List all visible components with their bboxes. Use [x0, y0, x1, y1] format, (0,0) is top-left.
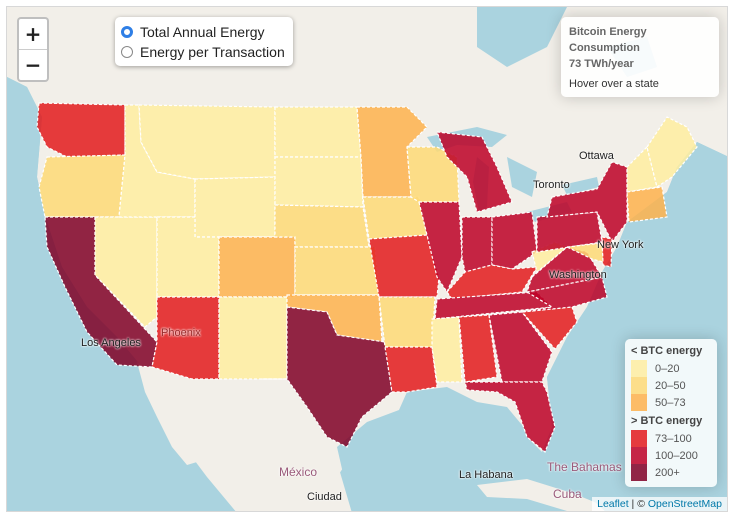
zoom-out-button[interactable]: − — [24, 53, 42, 77]
map-tiles — [7, 7, 727, 511]
attribution: Leaflet | © OpenStreetMap — [592, 497, 727, 511]
place-label-mexico: México — [279, 465, 318, 479]
legend-label: 100–200 — [655, 449, 698, 462]
place-label-washington: Washington — [549, 269, 607, 281]
mode-option-per-transaction[interactable]: Energy per Transaction — [121, 42, 285, 62]
info-panel: Bitcoin Energy Consumption 73 TWh/year H… — [561, 17, 719, 97]
place-label-cuba: Cuba — [553, 487, 582, 501]
legend-label: 20–50 — [655, 379, 686, 392]
radio-selected-icon[interactable] — [121, 26, 133, 38]
place-label-ciudad: Ciudad — [307, 491, 342, 503]
zoom-control: + − — [17, 17, 49, 82]
legend-swatch — [631, 394, 647, 411]
place-label-ottawa: Ottawa — [579, 150, 614, 162]
legend-swatch — [631, 360, 647, 377]
attribution-separator: | © — [628, 498, 648, 510]
place-label-new-york: New York — [597, 239, 644, 251]
legend-label: 73–100 — [655, 432, 692, 445]
legend-swatch — [631, 447, 647, 464]
zoom-in-button[interactable]: + — [19, 19, 47, 50]
legend-swatch — [631, 377, 647, 394]
place-label-phoenix: Phoenix — [161, 327, 201, 339]
legend: < BTC energy 0–20 20–50 50–73 > BTC ener… — [625, 339, 717, 487]
map-view[interactable]: Ottawa Toronto New York Washington Phoen… — [6, 6, 728, 512]
legend-label: 0–20 — [655, 362, 680, 375]
info-value: 73 TWh/year — [569, 58, 634, 70]
info-hint: Hover over a state — [569, 78, 659, 90]
legend-row: 0–20 — [631, 360, 711, 377]
place-label-toronto: Toronto — [533, 179, 570, 191]
place-label-los-angeles: Los Angeles — [81, 337, 141, 349]
legend-row: 73–100 — [631, 430, 711, 447]
info-title: Bitcoin Energy Consumption — [569, 26, 647, 54]
radio-unselected-icon[interactable] — [121, 46, 133, 58]
legend-row: 20–50 — [631, 377, 711, 394]
mode-option-label: Energy per Transaction — [140, 44, 285, 60]
mode-option-label: Total Annual Energy — [140, 24, 265, 40]
osm-link[interactable]: OpenStreetMap — [647, 498, 722, 510]
legend-swatch — [631, 430, 647, 447]
legend-label: 50–73 — [655, 396, 686, 409]
legend-row: 200+ — [631, 464, 711, 481]
legend-swatch — [631, 464, 647, 481]
place-label-bahamas: The Bahamas — [547, 460, 622, 474]
legend-label: 200+ — [655, 466, 680, 479]
legend-row: 50–73 — [631, 394, 711, 411]
place-label-la-habana: La Habana — [459, 469, 513, 481]
leaflet-link[interactable]: Leaflet — [597, 498, 629, 510]
mode-selector: Total Annual Energy Energy per Transacti… — [115, 17, 293, 66]
legend-row: 100–200 — [631, 447, 711, 464]
legend-low-title: < BTC energy — [631, 345, 703, 357]
legend-high-title: > BTC energy — [631, 415, 703, 427]
mode-option-total[interactable]: Total Annual Energy — [121, 22, 285, 42]
